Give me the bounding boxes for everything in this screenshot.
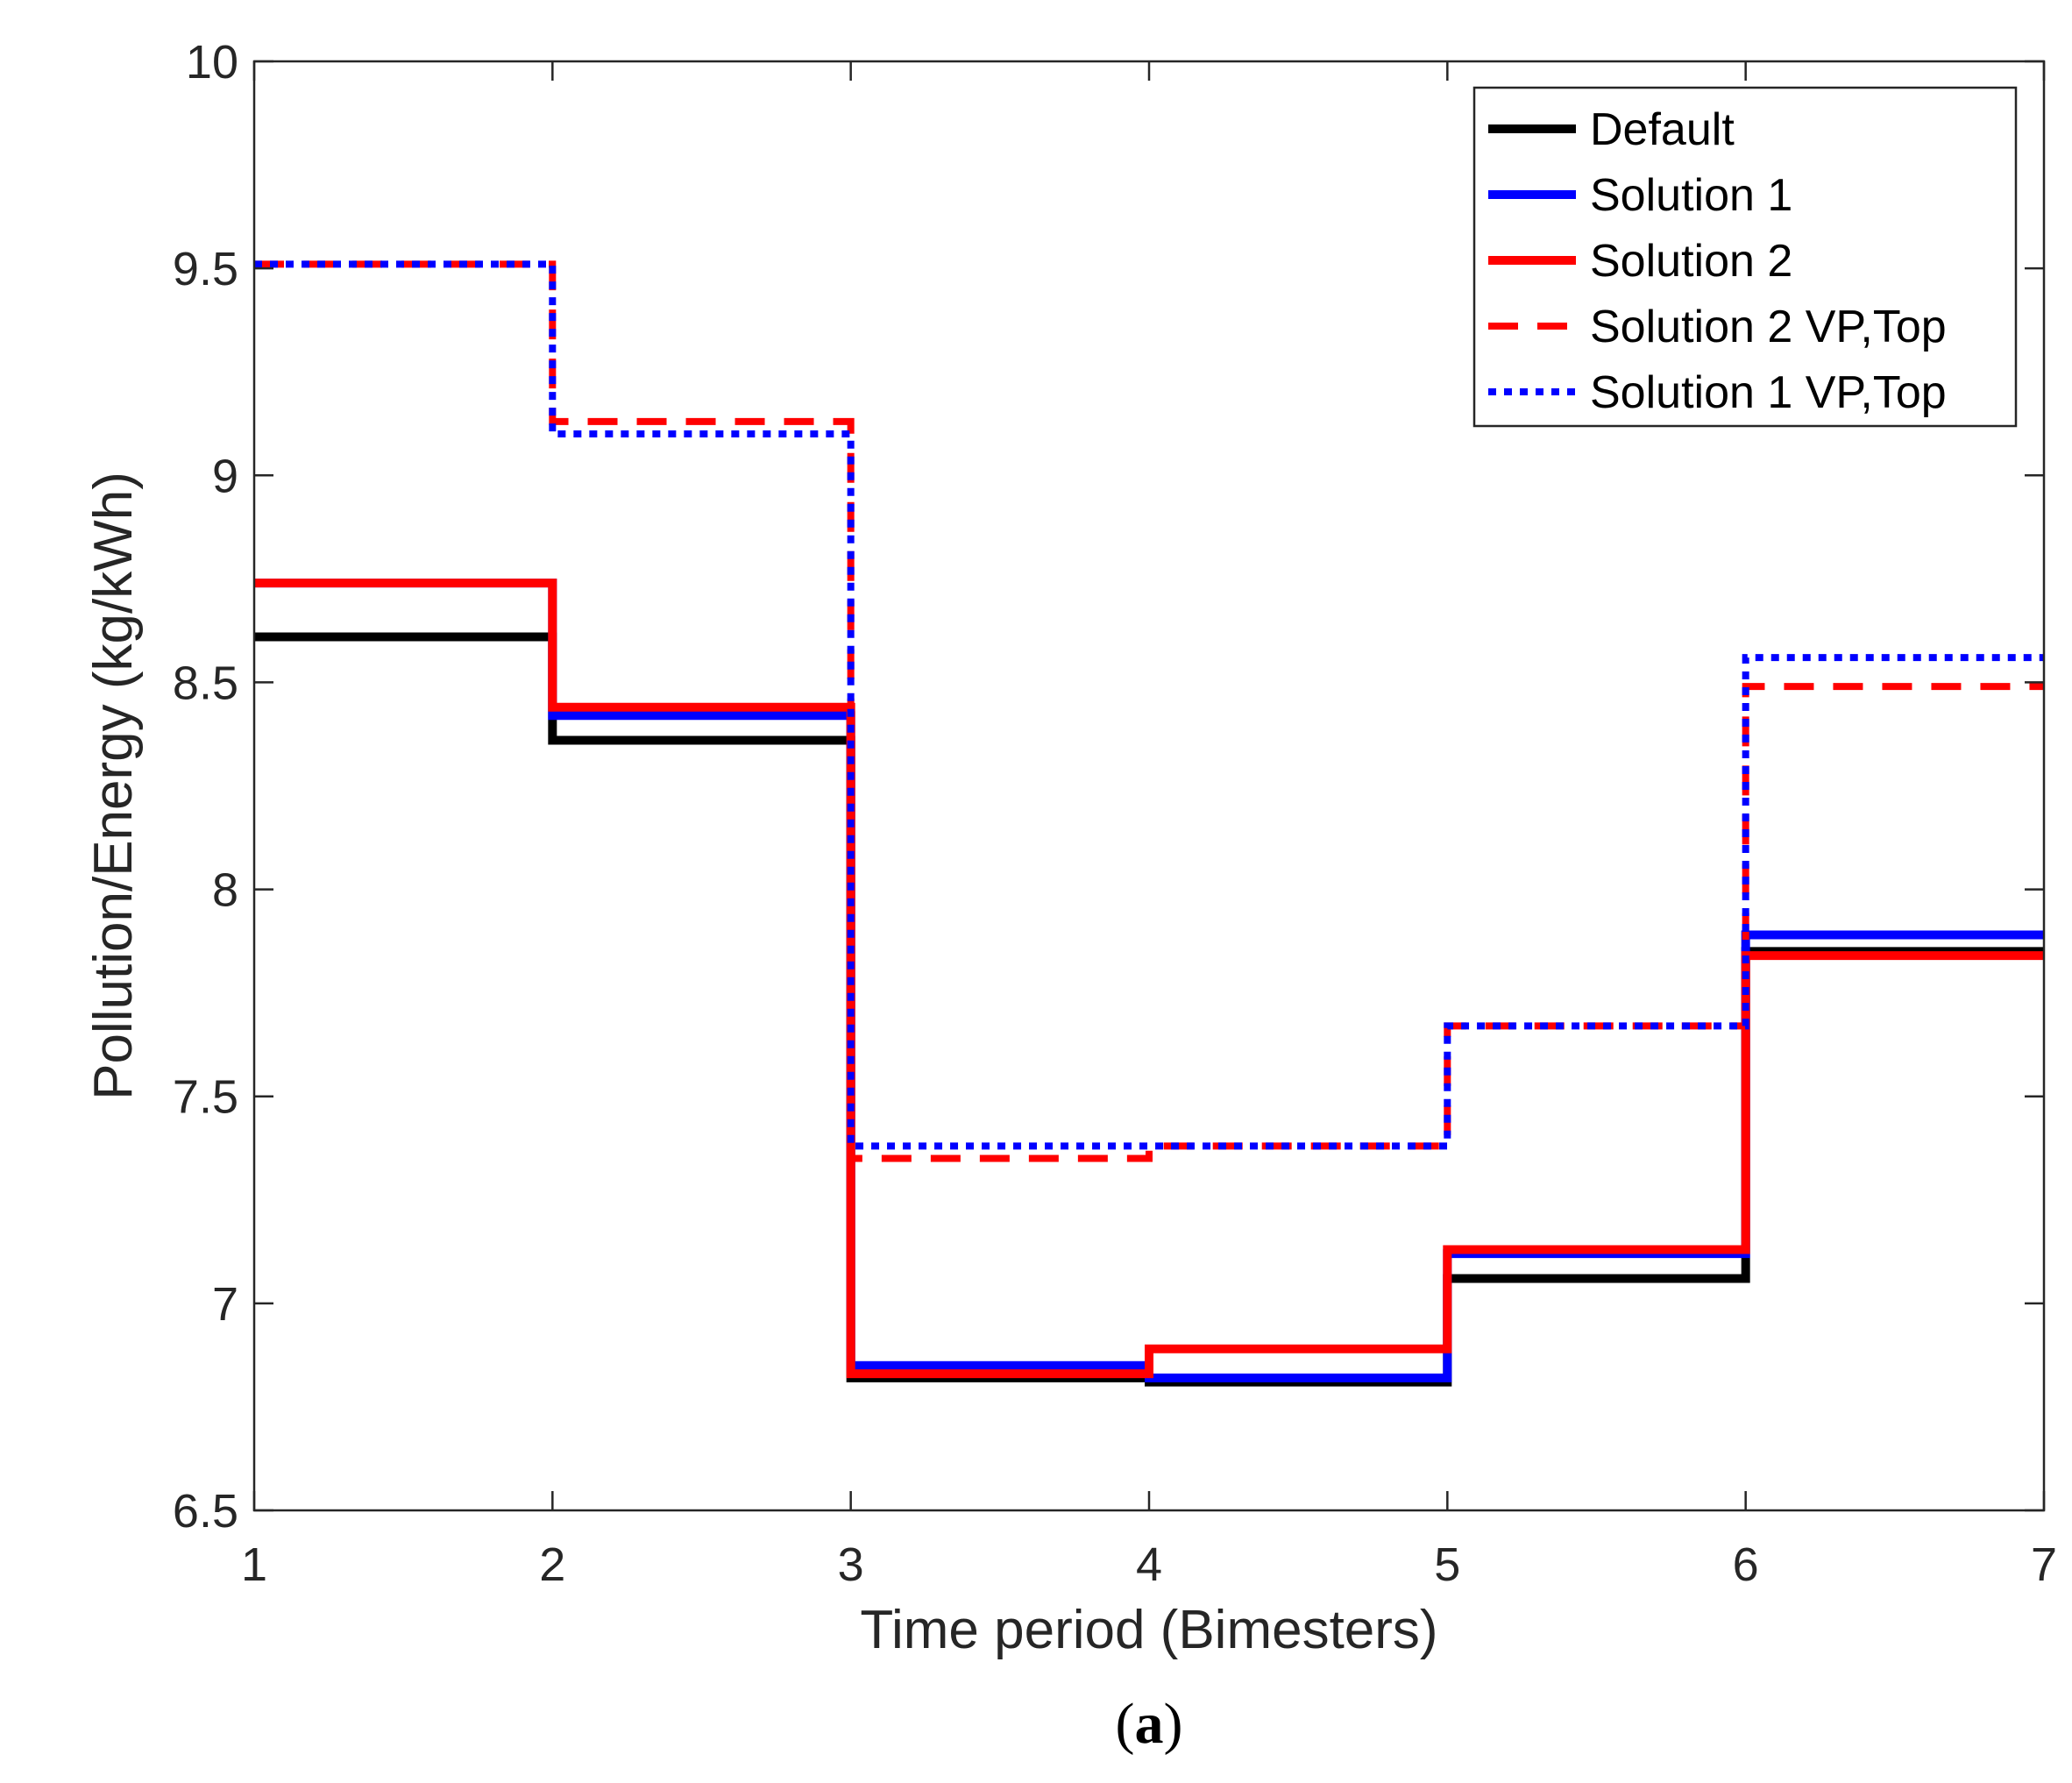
legend-label-2: Solution 1 — [1590, 170, 1792, 221]
x-tick-label: 2 — [539, 1538, 565, 1591]
x-tick-label: 7 — [2031, 1538, 2057, 1591]
series-line-5 — [254, 260, 2044, 1150]
x-axis-title: Time period (Bimesters) — [860, 1600, 1437, 1660]
y-axis-title: Pollution/Energy (kg/kWh) — [83, 472, 144, 1100]
series-line-3 — [254, 579, 2044, 1379]
caption-letter: a — [1135, 1692, 1164, 1756]
y-tick-label: 9 — [212, 450, 238, 502]
y-tick-label: 10 — [186, 36, 238, 89]
axes: 1 2 3 4 5 6 7 6.5 7 7.5 8 8.5 9 9.5 10 — [173, 36, 2057, 1591]
y-tick-label: 8 — [212, 864, 238, 917]
legend-label-1: Default — [1590, 104, 1735, 155]
y-tick-label: 7 — [212, 1278, 238, 1331]
x-tick-label: 3 — [838, 1538, 864, 1591]
plot-area — [254, 260, 2044, 1387]
x-tick-label: 6 — [1733, 1538, 1759, 1591]
legend: Default Solution 1 Solution 2 Solution 2 VP… — [1472, 86, 2018, 428]
legend-label-3: Solution 2 — [1590, 236, 1792, 287]
caption-open-paren: ( — [1116, 1692, 1135, 1756]
y-tick-label: 9.5 — [173, 243, 238, 295]
y-tick-label: 7.5 — [173, 1071, 238, 1124]
y-tick-label: 6.5 — [173, 1485, 238, 1538]
series-line-4 — [254, 260, 2044, 1162]
x-tick-label: 5 — [1434, 1538, 1460, 1591]
y-tick-label: 8.5 — [173, 657, 238, 709]
x-tick-label: 1 — [241, 1538, 267, 1591]
x-tick-label: 4 — [1136, 1538, 1162, 1591]
legend-label-5: Solution 1 VP,Top — [1590, 367, 1947, 418]
legend-label-4: Solution 2 VP,Top — [1590, 302, 1947, 352]
caption-close-paren: ) — [1164, 1692, 1183, 1756]
figure-caption: (a) — [1116, 1692, 1183, 1756]
